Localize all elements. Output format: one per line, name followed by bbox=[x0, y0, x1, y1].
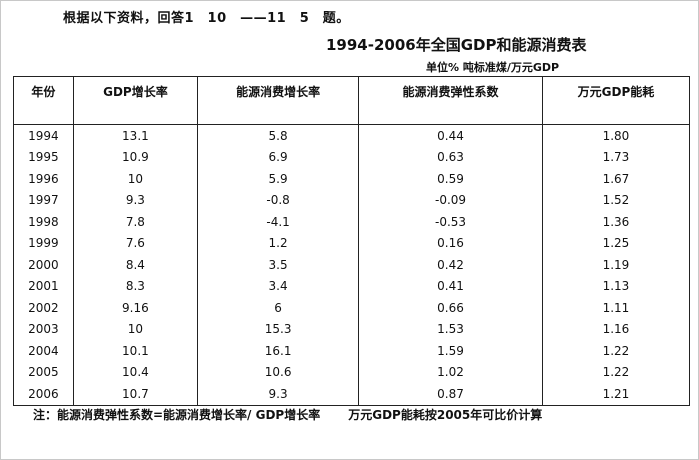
intro-text: 根据以下资料，回答1 10 ——11 5 题。 bbox=[63, 11, 350, 26]
table-cell: -0.53 bbox=[358, 211, 543, 233]
table-cell: -0.09 bbox=[358, 189, 543, 211]
table-cell: 1.67 bbox=[541, 168, 691, 190]
table-cell: 0.63 bbox=[358, 146, 543, 168]
table-cell: 10 bbox=[72, 318, 199, 340]
table-cell: 0.66 bbox=[358, 297, 543, 319]
table-row: 1994 13.1 5.8 0.44 1.80 bbox=[13, 124, 691, 147]
footnote-price-basis: 万元GDP能耗按2005年可比价计算 bbox=[348, 408, 543, 422]
table-row: 2004 10.1 16.1 1.59 1.22 bbox=[13, 340, 691, 362]
table-cell: 10.4 bbox=[72, 361, 199, 383]
table-cell: 2004 bbox=[13, 340, 74, 362]
table-cell: 1.2 bbox=[197, 232, 360, 254]
table-cell: 6.9 bbox=[197, 146, 360, 168]
table-cell: 1.16 bbox=[541, 318, 691, 340]
table-cell: 10.1 bbox=[72, 340, 199, 362]
table-row: 1999 7.6 1.2 0.16 1.25 bbox=[13, 232, 691, 254]
table-row: 1995 10.9 6.9 0.63 1.73 bbox=[13, 146, 691, 168]
table-cell: 10 bbox=[72, 168, 199, 190]
table-cell: 1.11 bbox=[541, 297, 691, 319]
column-header: GDP增长率 bbox=[72, 76, 199, 125]
table-row: 2001 8.3 3.4 0.41 1.13 bbox=[13, 275, 691, 297]
table-row: 2002 9.16 6 0.66 1.11 bbox=[13, 297, 691, 319]
table-cell: 3.4 bbox=[197, 275, 360, 297]
table-cell: 3.5 bbox=[197, 254, 360, 276]
table-cell: 13.1 bbox=[72, 124, 199, 147]
table-cell: 1.59 bbox=[358, 340, 543, 362]
table-cell: 0.44 bbox=[358, 124, 543, 147]
table-cell: 0.16 bbox=[358, 232, 543, 254]
table-cell: 1997 bbox=[13, 189, 74, 211]
header-row: 年份 GDP增长率 能源消费增长率 能源消费弹性系数 万元GDP能耗 bbox=[13, 76, 691, 125]
table-cell: 10.7 bbox=[72, 383, 199, 406]
footnote: 注：能源消费弹性系数=能源消费增长率/ GDP增长率 万元GDP能耗按2005年可… bbox=[33, 406, 542, 423]
table-cell: 1994 bbox=[13, 124, 74, 147]
column-header: 能源消费弹性系数 bbox=[358, 76, 543, 125]
column-header: 万元GDP能耗 bbox=[541, 76, 691, 125]
table-row: 2006 10.7 9.3 0.87 1.21 bbox=[13, 383, 691, 406]
table-row: 2003 10 15.3 1.53 1.16 bbox=[13, 318, 691, 340]
table-cell: 1.13 bbox=[541, 275, 691, 297]
table-title: 1994-2006年全国GDP和能源消费表 bbox=[326, 36, 587, 54]
table-cell: 8.4 bbox=[72, 254, 199, 276]
gdp-energy-table: 年份 GDP增长率 能源消费增长率 能源消费弹性系数 万元GDP能耗 1994 13.1 5… bbox=[13, 76, 691, 406]
table-cell: 2002 bbox=[13, 297, 74, 319]
table-cell: 2000 bbox=[13, 254, 74, 276]
table-cell: 1.19 bbox=[541, 254, 691, 276]
table-cell: 1995 bbox=[13, 146, 74, 168]
table-cell: 1.36 bbox=[541, 211, 691, 233]
table-cell: 0.59 bbox=[358, 168, 543, 190]
table-cell: 15.3 bbox=[197, 318, 360, 340]
table-cell: 5.8 bbox=[197, 124, 360, 147]
column-header: 年份 bbox=[13, 76, 74, 125]
unit-label: 单位% 吨标准煤/万元GDP bbox=[426, 61, 560, 74]
table-cell: 7.8 bbox=[72, 211, 199, 233]
table-cell: 1.53 bbox=[358, 318, 543, 340]
table-cell: 1.52 bbox=[541, 189, 691, 211]
column-header: 能源消费增长率 bbox=[197, 76, 360, 125]
table-row: 1997 9.3 -0.8 -0.09 1.52 bbox=[13, 189, 691, 211]
table-cell: 5.9 bbox=[197, 168, 360, 190]
table-cell: 6 bbox=[197, 297, 360, 319]
table-cell: -0.8 bbox=[197, 189, 360, 211]
table-cell: 1.25 bbox=[541, 232, 691, 254]
table-cell: 1.22 bbox=[541, 340, 691, 362]
table-cell: 1.22 bbox=[541, 361, 691, 383]
table-cell: 7.6 bbox=[72, 232, 199, 254]
table-cell: 1.80 bbox=[541, 124, 691, 147]
table-cell: 0.42 bbox=[358, 254, 543, 276]
table-cell: 2006 bbox=[13, 383, 74, 406]
table-cell: 16.1 bbox=[197, 340, 360, 362]
table-cell: 10.9 bbox=[72, 146, 199, 168]
table-cell: -4.1 bbox=[197, 211, 360, 233]
table-cell: 0.87 bbox=[358, 383, 543, 406]
table-row: 1996 10 5.9 0.59 1.67 bbox=[13, 168, 691, 190]
table-cell: 9.3 bbox=[72, 189, 199, 211]
table-cell: 2003 bbox=[13, 318, 74, 340]
table-cell: 2005 bbox=[13, 361, 74, 383]
table-cell: 1.21 bbox=[541, 383, 691, 406]
table-cell: 10.6 bbox=[197, 361, 360, 383]
table-cell: 1996 bbox=[13, 168, 74, 190]
table-cell: 1.02 bbox=[358, 361, 543, 383]
table-cell: 9.16 bbox=[72, 297, 199, 319]
table-row: 2000 8.4 3.5 0.42 1.19 bbox=[13, 254, 691, 276]
table-row: 2005 10.4 10.6 1.02 1.22 bbox=[13, 361, 691, 383]
footnote-formula: 注：能源消费弹性系数=能源消费增长率/ GDP增长率 bbox=[33, 408, 321, 422]
table-cell: 1998 bbox=[13, 211, 74, 233]
table-cell: 8.3 bbox=[72, 275, 199, 297]
table-cell: 1999 bbox=[13, 232, 74, 254]
table-row: 1998 7.8 -4.1 -0.53 1.36 bbox=[13, 211, 691, 233]
table-cell: 0.41 bbox=[358, 275, 543, 297]
table-cell: 9.3 bbox=[197, 383, 360, 406]
table-cell: 1.73 bbox=[541, 146, 691, 168]
table-cell: 2001 bbox=[13, 275, 74, 297]
